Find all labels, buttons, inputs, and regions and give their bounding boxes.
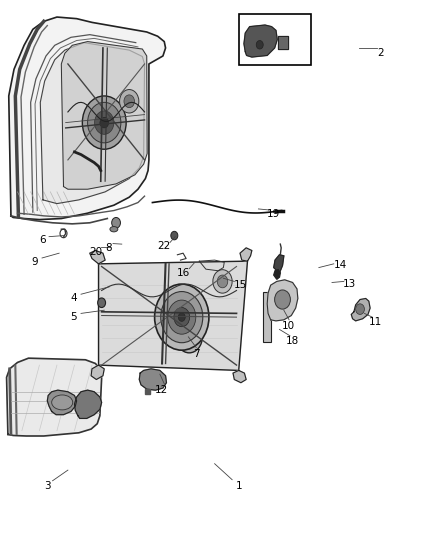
Circle shape bbox=[88, 102, 121, 143]
Text: 12: 12 bbox=[155, 385, 168, 395]
Text: 3: 3 bbox=[44, 481, 51, 491]
Circle shape bbox=[180, 326, 198, 348]
Circle shape bbox=[213, 270, 232, 293]
Ellipse shape bbox=[52, 395, 73, 410]
Circle shape bbox=[217, 275, 228, 288]
Text: 1: 1 bbox=[235, 481, 242, 491]
Text: 8: 8 bbox=[105, 243, 112, 253]
Polygon shape bbox=[244, 25, 277, 57]
Text: 13: 13 bbox=[343, 279, 356, 288]
Polygon shape bbox=[274, 255, 284, 273]
Text: 14: 14 bbox=[334, 261, 347, 270]
Polygon shape bbox=[91, 365, 104, 379]
Bar bbox=[263, 292, 271, 342]
Circle shape bbox=[174, 308, 190, 327]
Circle shape bbox=[275, 290, 290, 309]
Polygon shape bbox=[274, 270, 280, 279]
Circle shape bbox=[98, 298, 106, 308]
Circle shape bbox=[155, 284, 209, 350]
Circle shape bbox=[176, 321, 202, 353]
Text: 15: 15 bbox=[233, 280, 247, 290]
Polygon shape bbox=[267, 280, 298, 321]
Polygon shape bbox=[351, 298, 370, 321]
Polygon shape bbox=[233, 370, 246, 383]
Polygon shape bbox=[139, 369, 166, 390]
Polygon shape bbox=[145, 389, 150, 394]
Circle shape bbox=[168, 300, 196, 334]
Polygon shape bbox=[47, 390, 77, 415]
Circle shape bbox=[178, 313, 185, 321]
Text: 9: 9 bbox=[32, 257, 39, 267]
Polygon shape bbox=[278, 36, 288, 49]
Polygon shape bbox=[74, 390, 102, 418]
Circle shape bbox=[120, 90, 139, 113]
Circle shape bbox=[356, 304, 364, 314]
Text: 10: 10 bbox=[282, 321, 295, 331]
Text: 11: 11 bbox=[369, 318, 382, 327]
Polygon shape bbox=[240, 248, 252, 261]
Text: 20: 20 bbox=[89, 247, 102, 256]
Circle shape bbox=[95, 111, 114, 134]
Polygon shape bbox=[7, 358, 102, 436]
Text: 4: 4 bbox=[70, 294, 77, 303]
Circle shape bbox=[171, 231, 178, 240]
Polygon shape bbox=[40, 43, 145, 204]
Polygon shape bbox=[99, 261, 247, 370]
Polygon shape bbox=[90, 251, 105, 264]
Circle shape bbox=[256, 41, 263, 49]
Text: 18: 18 bbox=[286, 336, 299, 346]
Circle shape bbox=[124, 95, 134, 108]
Circle shape bbox=[82, 96, 126, 149]
Text: 16: 16 bbox=[177, 268, 190, 278]
Circle shape bbox=[161, 292, 203, 343]
Circle shape bbox=[112, 217, 120, 228]
Text: 19: 19 bbox=[267, 209, 280, 219]
Text: 7: 7 bbox=[193, 350, 200, 359]
Text: 2: 2 bbox=[378, 49, 385, 58]
Text: 5: 5 bbox=[70, 312, 77, 322]
Ellipse shape bbox=[110, 227, 118, 232]
Polygon shape bbox=[9, 17, 166, 220]
Polygon shape bbox=[61, 42, 147, 189]
Circle shape bbox=[185, 332, 194, 342]
Text: 22: 22 bbox=[158, 241, 171, 251]
Text: 6: 6 bbox=[39, 235, 46, 245]
Circle shape bbox=[100, 117, 109, 128]
Bar bbox=[239, 14, 311, 65]
